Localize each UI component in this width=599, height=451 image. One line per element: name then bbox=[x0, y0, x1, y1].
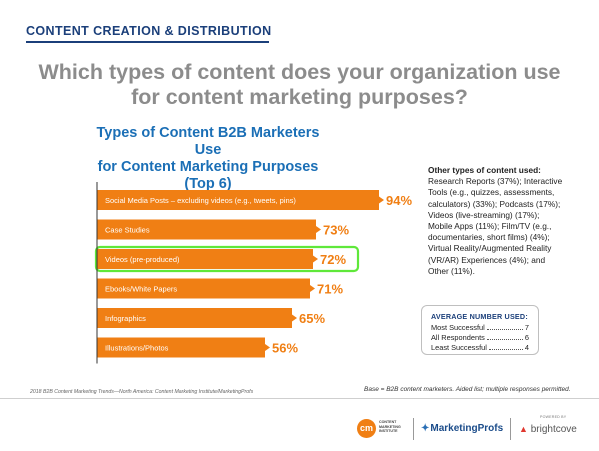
bar-chart: Social Media Posts – excluding videos (e… bbox=[94, 182, 412, 364]
other-types-line: Research Reports (37%); Interactive bbox=[428, 176, 563, 187]
bar-category-label: Social Media Posts – excluding videos (e… bbox=[105, 196, 296, 205]
marketingprofs-text: MarketingProfs bbox=[430, 423, 504, 434]
average-value: 7 bbox=[524, 323, 529, 332]
base-note: Base = B2B content marketers. Aided list… bbox=[364, 386, 571, 393]
bar bbox=[97, 337, 265, 358]
bar-category-label: Illustrations/Photos bbox=[105, 344, 169, 353]
other-types-line: (VR/AR) Experiences (4%); and bbox=[428, 254, 546, 265]
average-row-most: Most Successful 7 bbox=[431, 323, 529, 332]
leader-dots bbox=[488, 349, 523, 350]
average-value: 6 bbox=[524, 333, 529, 342]
average-label: Least Successful bbox=[431, 343, 487, 352]
chart-title-line-2: for Content Marketing Purposes bbox=[97, 159, 319, 175]
page-question: Which types of content does your organiz… bbox=[0, 60, 599, 110]
marketingprofs-bird-icon: ✦ bbox=[421, 423, 430, 434]
chart-title-line-3: (Top 6) bbox=[184, 176, 232, 192]
powered-by-text: POWERED BY bbox=[540, 415, 567, 419]
other-types-heading: Other types of content used: bbox=[428, 165, 541, 175]
section-title: CONTENT CREATION & DISTRIBUTION bbox=[26, 24, 272, 38]
other-types-line: Mobile Apps (11%); Film/TV (e.g., bbox=[428, 221, 552, 232]
other-types-line: Videos (live-streaming) (17%); bbox=[428, 209, 540, 220]
bar-value-label: 65% bbox=[299, 311, 325, 326]
bar bbox=[97, 219, 316, 240]
bar-category-label: Videos (pre-produced) bbox=[105, 255, 180, 264]
bar-category-label: Case Studies bbox=[105, 226, 150, 235]
brightcove-text: brightcove bbox=[530, 424, 577, 435]
brightcove-logo: ▲ brightcove bbox=[519, 424, 577, 435]
bar-value-label: 73% bbox=[323, 223, 349, 238]
other-types-line: documentaries, short films) (4%); bbox=[428, 232, 550, 243]
average-row-all: All Respondents 6 bbox=[431, 333, 529, 342]
other-types-line: calculators) (33%); Podcasts (17%); bbox=[428, 198, 561, 209]
bar-pointer bbox=[379, 196, 384, 204]
average-title: AVERAGE NUMBER USED: bbox=[431, 312, 528, 321]
bar-pointer bbox=[265, 344, 270, 351]
bar-pointer bbox=[292, 314, 297, 322]
bar-category-label: Infographics bbox=[105, 314, 146, 323]
average-row-least: Least Successful 4 bbox=[431, 343, 529, 352]
bar bbox=[97, 249, 313, 269]
source-note: 2018 B2B Content Marketing Trends—North … bbox=[30, 389, 254, 395]
average-number-box: AVERAGE NUMBER USED: Most Successful 7 A… bbox=[421, 305, 539, 355]
bar-value-label: 71% bbox=[317, 282, 343, 297]
other-types-line: Tools (e.g., quizzes, assessments, bbox=[428, 187, 555, 198]
other-types-panel: Other types of content used: Research Re… bbox=[428, 165, 590, 277]
footer-separator bbox=[413, 418, 414, 440]
highlight-outline bbox=[94, 245, 360, 273]
cmi-logo-text: CONTENT MARKETING INSTITUTE bbox=[379, 420, 401, 434]
question-line-2: for content marketing purposes? bbox=[131, 85, 468, 109]
other-types-line: Other (11%). bbox=[428, 265, 475, 276]
bar-value-label: 94% bbox=[386, 193, 412, 208]
average-label: All Respondents bbox=[431, 333, 485, 342]
bar bbox=[97, 190, 379, 210]
footer-separator bbox=[510, 418, 511, 440]
question-line-1: Which types of content does your organiz… bbox=[38, 60, 561, 84]
bar bbox=[97, 308, 292, 328]
section-rule bbox=[26, 41, 269, 43]
footer-divider bbox=[0, 398, 599, 399]
average-label: Most Successful bbox=[431, 323, 485, 332]
other-types-line: Virtual Reality/Augmented Reality bbox=[428, 243, 552, 254]
chart-title-line-1: Types of Content B2B Marketers Use bbox=[96, 125, 320, 158]
chart-title: Types of Content B2B Marketers Use for C… bbox=[96, 125, 320, 193]
brightcove-icon: ▲ bbox=[519, 424, 528, 434]
bar-value-label: 72% bbox=[320, 252, 346, 267]
bar-pointer bbox=[310, 285, 315, 292]
bar-category-label: Ebooks/White Papers bbox=[105, 285, 177, 294]
average-value: 4 bbox=[524, 343, 529, 352]
bar-value-label: 56% bbox=[272, 341, 298, 356]
leader-dots bbox=[486, 339, 523, 340]
marketingprofs-logo: ✦MarketingProfs bbox=[421, 423, 503, 434]
bar-pointer bbox=[313, 255, 318, 263]
bar bbox=[97, 278, 310, 299]
cmi-logo-icon: cm bbox=[357, 419, 376, 438]
leader-dots bbox=[486, 329, 523, 330]
bar-pointer bbox=[316, 226, 321, 233]
